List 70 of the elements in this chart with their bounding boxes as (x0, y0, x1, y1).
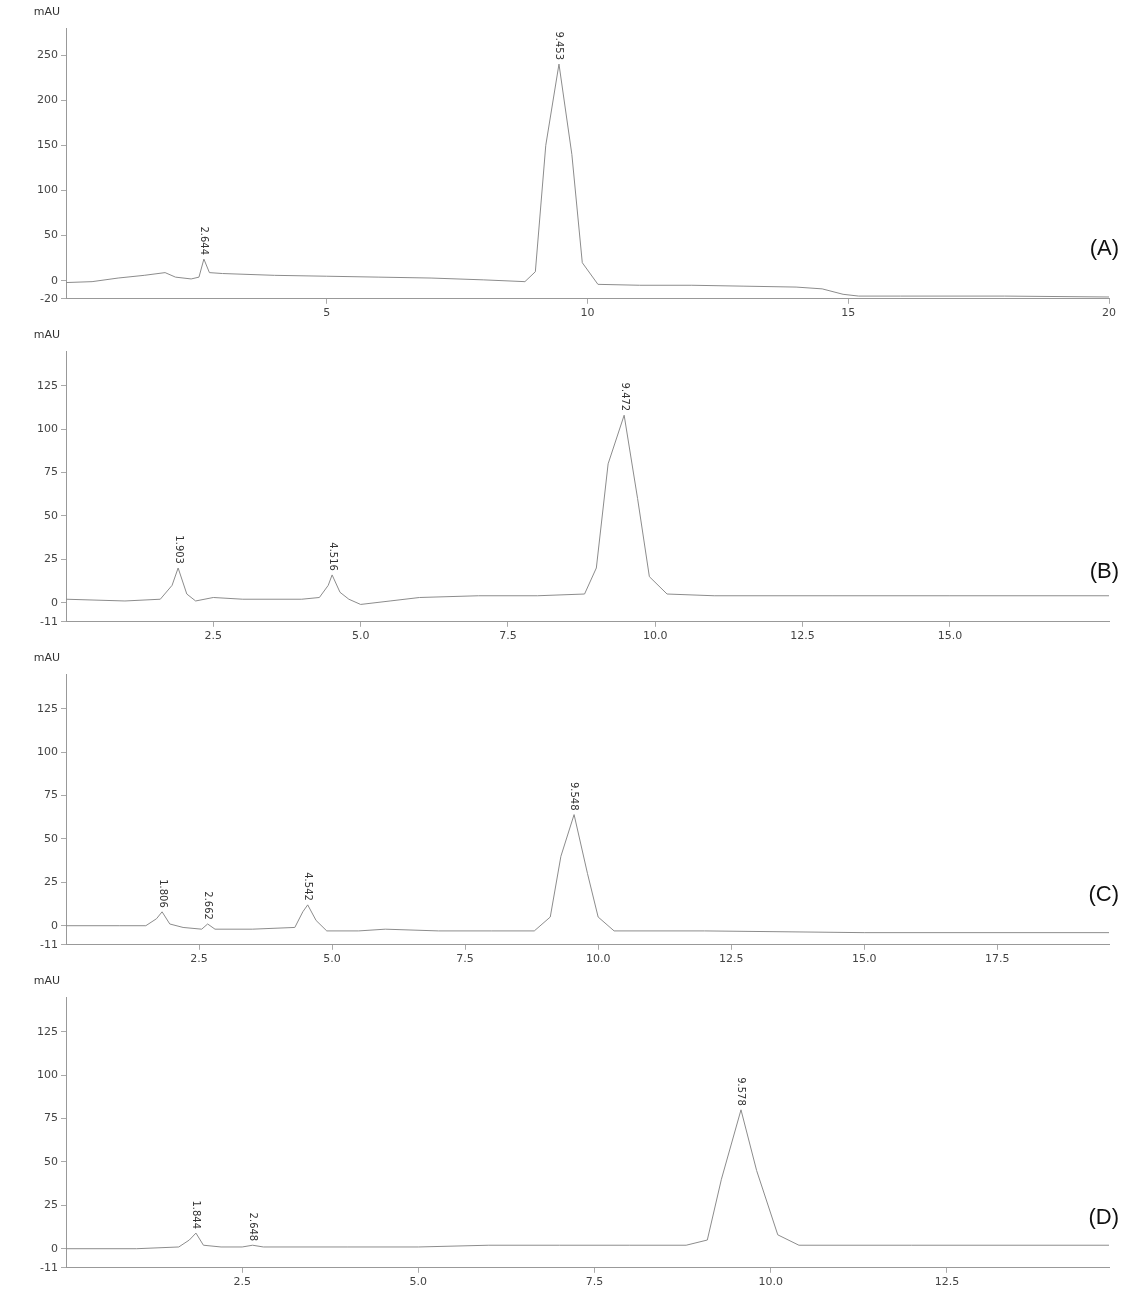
y-tick-label: 25 (44, 1198, 58, 1212)
y-tick-label: 50 (44, 1154, 58, 1168)
y-axis-title: mAU (33, 650, 60, 664)
y-tick-label: -11 (40, 1260, 58, 1274)
x-tick-label: 10.0 (758, 1275, 783, 1289)
x-tick-label: 5.0 (351, 629, 370, 643)
annotation: (B) (1089, 558, 1119, 584)
x-tick-label: 5 (323, 306, 331, 320)
y-tick-label: 125 (37, 1024, 58, 1038)
y-tick-label: 125 (37, 378, 58, 392)
y-tick-label: 50 (44, 508, 58, 522)
annotation: 1.903 (173, 535, 185, 564)
y-tick-label: 75 (44, 465, 58, 479)
x-tick-label: 10.0 (585, 952, 611, 966)
y-tick-label: 75 (44, 1111, 58, 1125)
y-tick-label: 200 (37, 93, 58, 107)
y-tick-label: 0 (51, 273, 58, 287)
x-tick-label: 2.5 (204, 629, 223, 643)
y-tick-label: -20 (40, 291, 58, 305)
y-axis-title: mAU (33, 4, 60, 18)
annotation: 9.453 (554, 31, 566, 61)
annotation: 1.806 (157, 879, 169, 908)
x-tick-label: 17.5 (985, 952, 1010, 966)
annotation: 2.644 (199, 226, 211, 256)
y-tick-label: 125 (37, 701, 58, 715)
annotation: (C) (1088, 881, 1119, 907)
x-tick-label: 7.5 (499, 629, 517, 643)
x-tick-label: 20 (1102, 306, 1116, 320)
x-tick-label: 2.5 (190, 952, 208, 966)
annotation: 9.548 (569, 781, 581, 811)
y-tick-label: 25 (44, 552, 58, 566)
y-tick-label: 50 (44, 228, 58, 242)
y-axis-title: mAU (33, 973, 60, 987)
x-tick-label: 7.5 (456, 952, 474, 966)
y-tick-label: 50 (44, 831, 58, 845)
y-tick-label: 100 (37, 744, 58, 758)
y-tick-label: 100 (37, 421, 58, 435)
annotation: 1.844 (191, 1200, 203, 1230)
y-tick-label: 0 (51, 1241, 58, 1255)
y-tick-label: 250 (37, 47, 58, 61)
annotation: 2.662 (203, 891, 215, 920)
y-tick-label: 100 (37, 1067, 58, 1081)
y-tick-label: 150 (37, 138, 58, 152)
x-tick-label: 5.0 (323, 952, 341, 966)
y-axis-title: mAU (33, 327, 60, 341)
annotation: 9.472 (619, 382, 631, 412)
y-tick-label: -11 (40, 614, 58, 628)
y-tick-label: 100 (37, 183, 58, 197)
x-tick-label: 10 (580, 306, 595, 320)
x-tick-label: 5.0 (409, 1275, 428, 1289)
x-tick-label: 15.0 (851, 952, 877, 966)
annotation: (A) (1089, 235, 1119, 261)
x-tick-label: 10.0 (643, 629, 668, 643)
annotation: 4.516 (327, 542, 339, 571)
x-tick-label: 2.5 (233, 1275, 251, 1289)
y-tick-label: 75 (44, 788, 58, 802)
x-tick-label: 12.5 (934, 1275, 960, 1289)
y-tick-label: 0 (51, 595, 58, 609)
x-tick-label: 15.0 (937, 629, 963, 643)
annotation: (D) (1088, 1204, 1119, 1230)
x-tick-label: 7.5 (585, 1275, 604, 1289)
y-tick-label: -11 (40, 937, 58, 951)
x-tick-label: 12.5 (718, 952, 744, 966)
x-tick-label: 12.5 (790, 629, 815, 643)
annotation: 4.542 (303, 872, 315, 901)
x-tick-label: 15 (841, 306, 856, 320)
annotation: 2.648 (248, 1212, 260, 1242)
y-tick-label: 25 (44, 875, 58, 889)
y-tick-label: 0 (51, 918, 58, 932)
annotation: 9.578 (736, 1077, 748, 1106)
